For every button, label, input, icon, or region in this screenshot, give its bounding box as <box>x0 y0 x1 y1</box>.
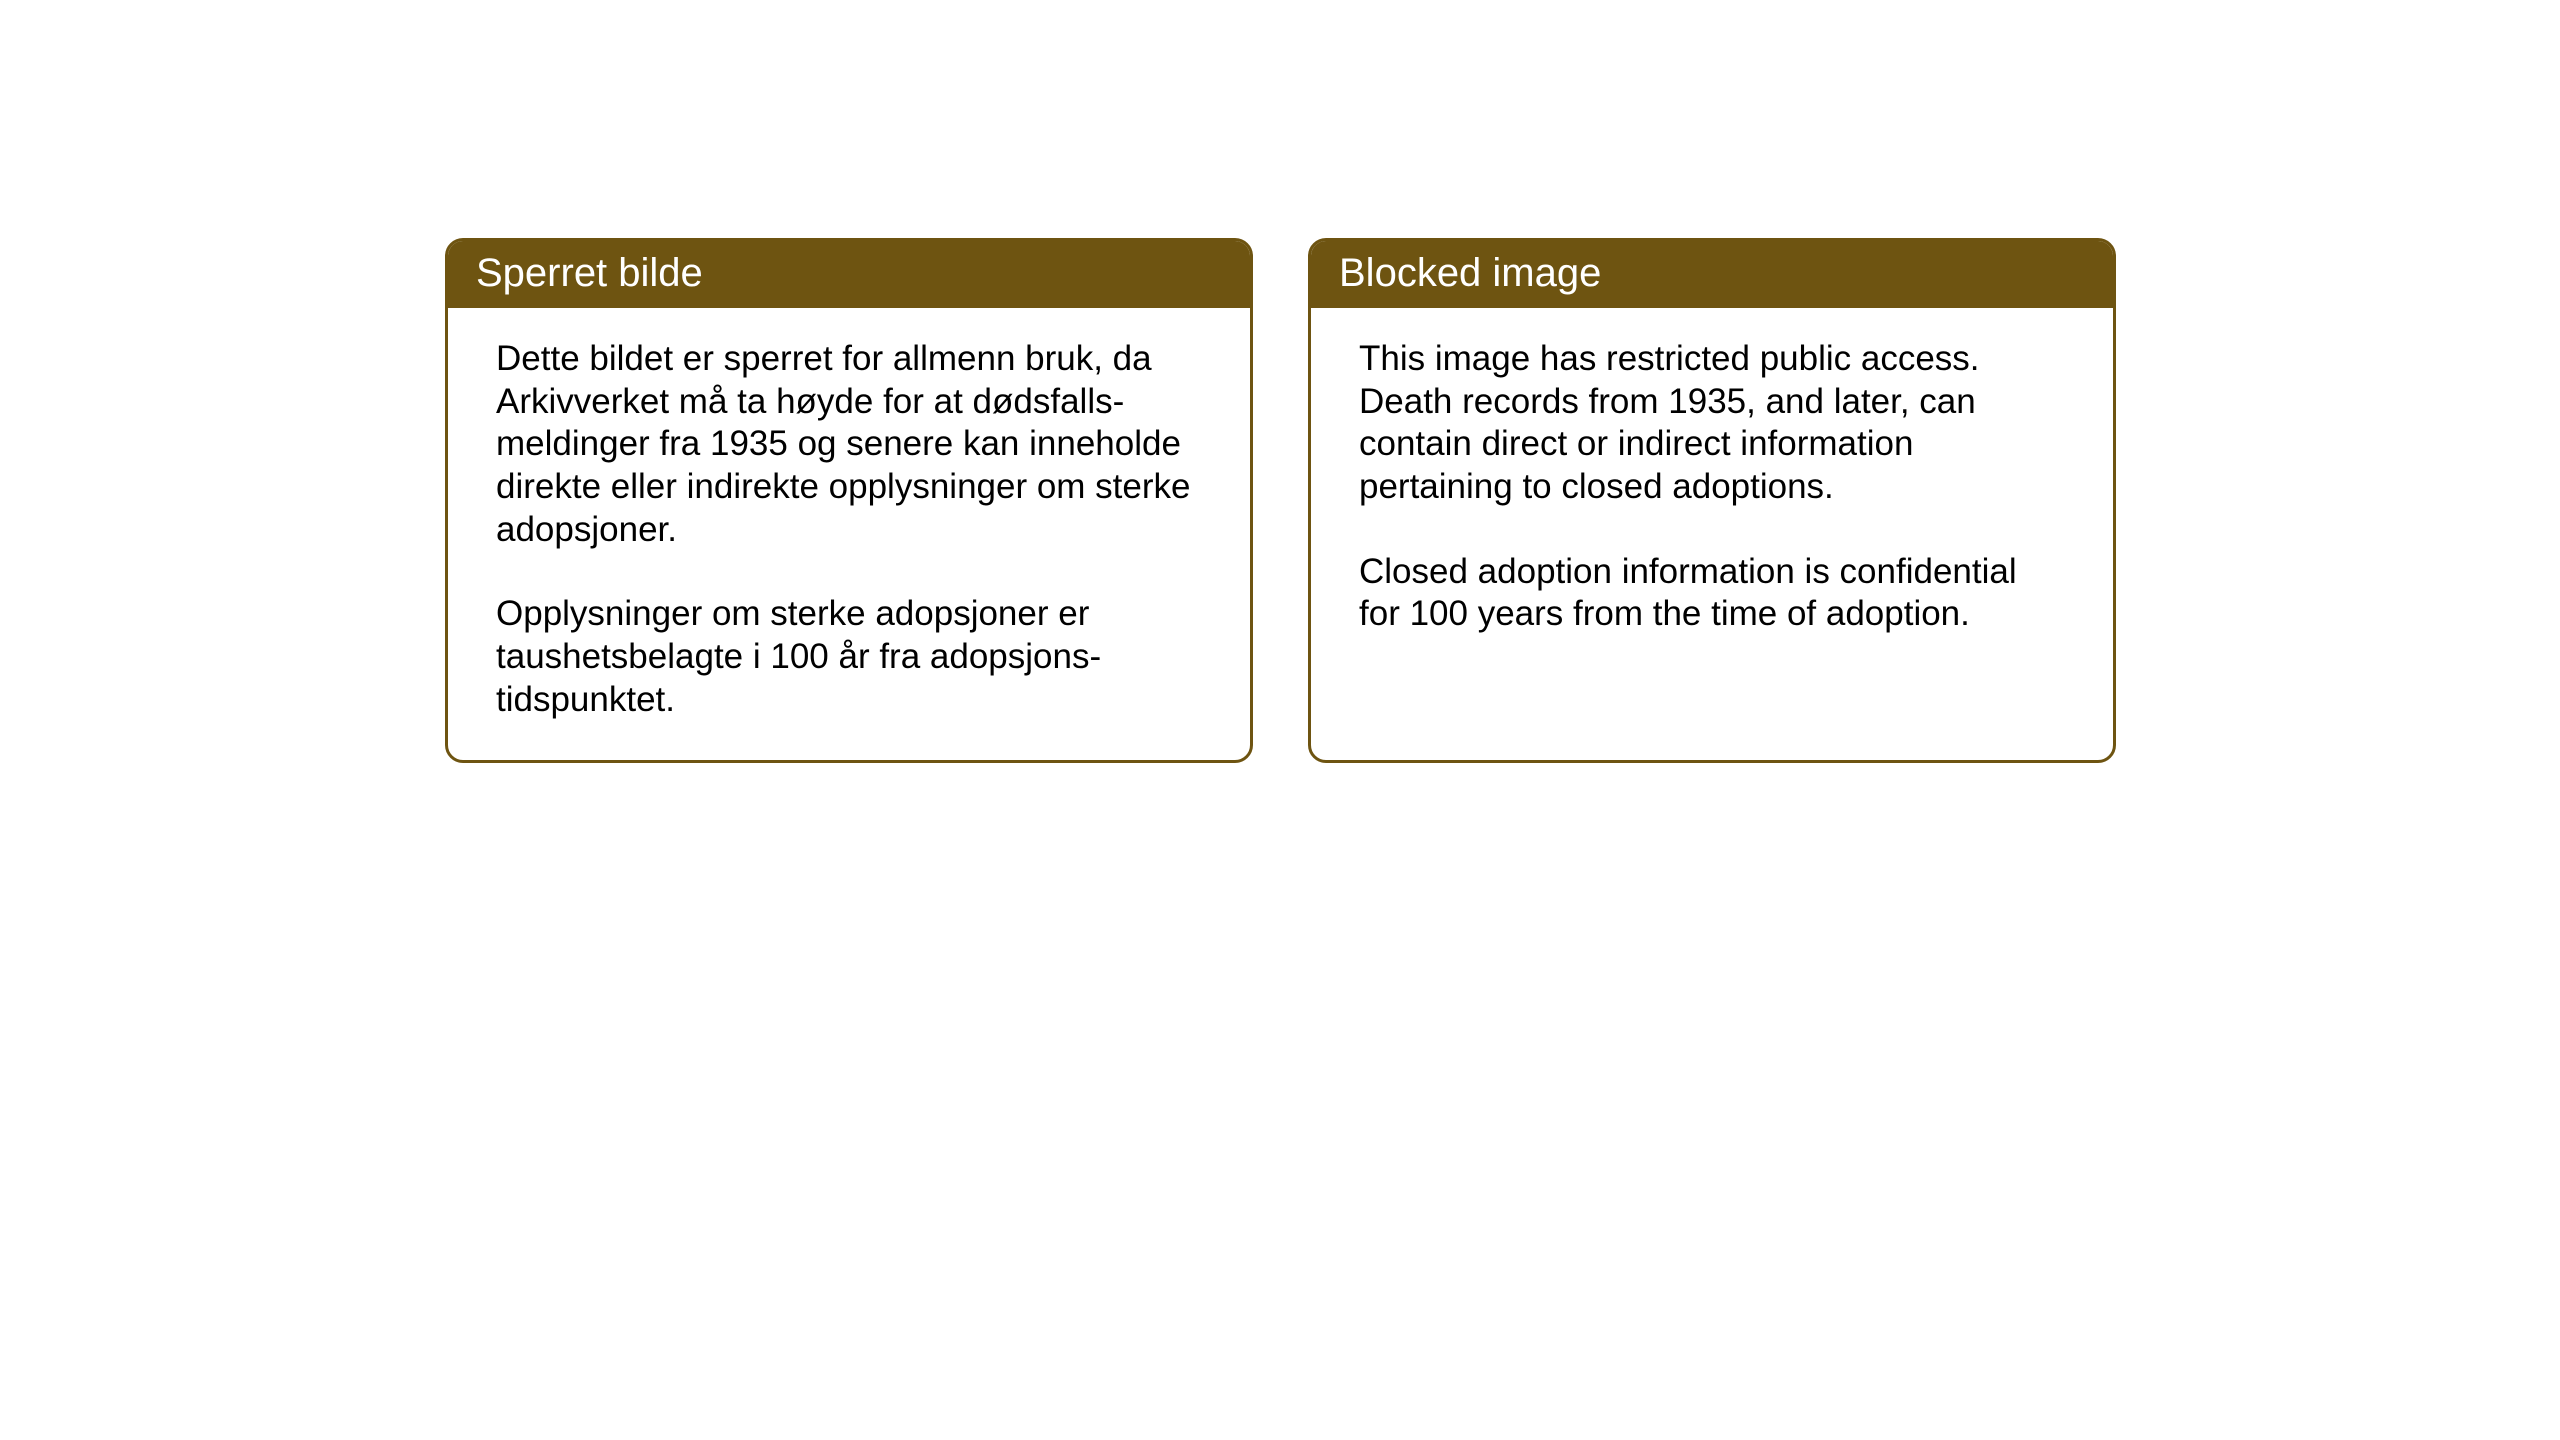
info-box-paragraph1-english: This image has restricted public access.… <box>1359 338 2065 509</box>
info-box-header-norwegian: Sperret bilde <box>448 241 1250 308</box>
info-box-paragraph2-norwegian: Opplysninger om sterke adopsjoner er tau… <box>496 593 1202 721</box>
info-box-title-english: Blocked image <box>1339 251 1601 295</box>
info-boxes-container: Sperret bilde Dette bildet er sperret fo… <box>445 238 2116 763</box>
info-box-paragraph2-english: Closed adoption information is confident… <box>1359 551 2065 636</box>
info-box-body-norwegian: Dette bildet er sperret for allmenn bruk… <box>448 308 1250 760</box>
info-box-english: Blocked image This image has restricted … <box>1308 238 2116 763</box>
info-box-body-english: This image has restricted public access.… <box>1311 308 2113 750</box>
info-box-title-norwegian: Sperret bilde <box>476 251 703 295</box>
info-box-paragraph1-norwegian: Dette bildet er sperret for allmenn bruk… <box>496 338 1202 551</box>
info-box-norwegian: Sperret bilde Dette bildet er sperret fo… <box>445 238 1253 763</box>
info-box-header-english: Blocked image <box>1311 241 2113 308</box>
